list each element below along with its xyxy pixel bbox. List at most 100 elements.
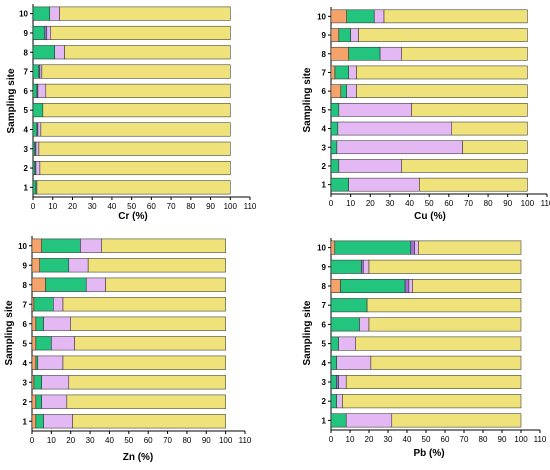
bar-segment	[356, 65, 528, 80]
x-tick-label: 30	[88, 202, 97, 211]
bar-segment	[37, 83, 47, 98]
bar-segment	[451, 121, 528, 136]
bar-segment	[31, 336, 37, 351]
bar-segment	[37, 122, 42, 137]
bar-segment	[330, 375, 337, 389]
bar-segment	[70, 316, 226, 331]
bar-segment	[32, 122, 38, 137]
x-tick-label: 50	[425, 199, 434, 208]
bar-segment	[408, 279, 413, 293]
bar-segment	[32, 64, 40, 79]
bar-segment	[366, 298, 522, 313]
y-tick-label: 4	[24, 125, 29, 134]
y-tick-label: 8	[23, 281, 28, 290]
bar-segment	[31, 355, 37, 370]
bar-segment	[31, 238, 42, 253]
y-tick-label: 9	[322, 31, 327, 40]
bar-segment	[32, 6, 51, 21]
x-tick-label: 30	[385, 199, 394, 208]
bar-segment	[412, 279, 522, 293]
bar-segment	[348, 65, 357, 80]
y-tick-label: 10	[19, 10, 28, 19]
y-tick-label: 1	[322, 181, 327, 190]
bar-segment	[334, 65, 349, 80]
bar-segment	[85, 277, 106, 292]
bar-segment	[72, 414, 226, 429]
y-axis-title: Sampling site	[4, 300, 15, 365]
x-tick-label: 0	[30, 436, 35, 445]
x-tick-label: 100	[224, 202, 238, 211]
bar-segment	[330, 394, 337, 409]
x-tick-label: 110	[534, 435, 547, 444]
x-tick-label: 30	[86, 436, 95, 445]
bar-segment	[35, 141, 40, 156]
y-axis-title: Sampling site	[302, 300, 313, 365]
bar-segment	[391, 413, 522, 428]
x-tick-label: 60	[147, 202, 156, 211]
bar-segment	[35, 336, 52, 351]
bar-segment	[401, 46, 528, 61]
bar-segment	[32, 180, 37, 195]
bar-segment	[338, 336, 356, 351]
x-tick-label: 50	[124, 436, 133, 445]
x-tick-label: 40	[107, 202, 116, 211]
bar-segment	[368, 317, 522, 332]
bar-segment	[66, 394, 226, 409]
x-tick-label: 40	[105, 436, 114, 445]
bar-segment	[101, 238, 226, 253]
bar-segment	[46, 25, 52, 40]
x-tick-label: 20	[365, 435, 374, 444]
y-tick-label: 9	[23, 261, 28, 270]
x-tick-label: 0	[31, 202, 36, 211]
bar-segment	[345, 413, 393, 428]
y-tick-label: 3	[322, 143, 327, 152]
bar-segment	[42, 103, 231, 118]
y-tick-label: 7	[24, 68, 29, 77]
bar-segment	[401, 159, 528, 173]
y-tick-label: 10	[18, 242, 27, 251]
x-tick-label: 0	[329, 435, 334, 444]
y-tick-label: 2	[23, 398, 28, 407]
bar-segment	[39, 258, 70, 273]
bar-segment	[410, 240, 415, 255]
x-tick-label: 10	[48, 202, 57, 211]
y-tick-label: 1	[322, 416, 327, 425]
bar-segment	[74, 336, 226, 351]
y-tick-label: 1	[24, 183, 29, 192]
bar-segment	[404, 279, 410, 293]
y-tick-label: 8	[322, 50, 327, 59]
x-tick-label: 60	[444, 199, 453, 208]
bar-segment	[33, 375, 42, 390]
bar-segment	[356, 84, 528, 98]
bar-segment	[330, 279, 341, 293]
x-tick-label: 20	[66, 436, 75, 445]
y-tick-label: 6	[23, 320, 28, 329]
bar-segment	[340, 84, 347, 98]
bar-segment	[337, 121, 453, 136]
bar-segment	[338, 159, 402, 173]
bar-segment	[38, 141, 231, 156]
y-axis-title: Sampling site	[302, 67, 313, 132]
bar-segment	[87, 258, 226, 273]
x-tick-label: 40	[403, 435, 412, 444]
x-tick-label: 0	[329, 199, 334, 208]
bar-segment	[338, 375, 347, 389]
bar-segment	[334, 240, 412, 255]
bar-segment	[35, 316, 44, 331]
bar-segment	[40, 122, 231, 137]
bar-segment	[330, 121, 339, 136]
bar-segment	[330, 355, 337, 370]
bar-segment	[44, 25, 48, 40]
bar-segment	[53, 297, 64, 312]
bar-segment	[41, 375, 70, 390]
x-tick-label: 10	[346, 199, 355, 208]
bar-segment	[41, 394, 68, 409]
bar-segment	[35, 161, 41, 176]
bar-segment	[330, 317, 360, 332]
y-tick-label: 8	[24, 48, 29, 57]
x-tick-label: 100	[521, 199, 535, 208]
bar-segment	[33, 297, 54, 312]
x-tick-label: 20	[68, 202, 77, 211]
y-tick-label: 2	[322, 162, 327, 171]
